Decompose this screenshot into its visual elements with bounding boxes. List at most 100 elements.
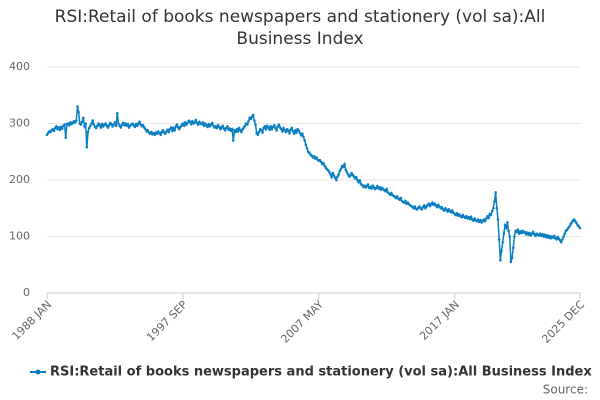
data-point [493, 200, 496, 203]
data-point [58, 128, 62, 132]
data-point [346, 173, 350, 176]
data-point [484, 217, 488, 220]
data-point [64, 136, 68, 139]
data-point [60, 127, 64, 130]
data-point [366, 183, 370, 186]
data-point [523, 230, 527, 234]
data-point [376, 184, 379, 188]
data-point [343, 162, 346, 166]
data-point [82, 116, 85, 120]
data-point [442, 209, 446, 212]
data-point [126, 122, 130, 126]
data-point [86, 130, 90, 134]
data-point [292, 132, 296, 135]
data-point [385, 187, 389, 191]
x-tick-label: 1988 JAN [9, 298, 54, 343]
data-point [435, 205, 439, 209]
x-tick-label: 2007 MAY [278, 298, 326, 346]
data-point [451, 209, 454, 212]
chart-title: RSI:Retail of books newspapers and stati… [54, 7, 546, 49]
data-point [502, 232, 506, 235]
data-point [345, 170, 349, 174]
data-point [231, 139, 235, 142]
data-point [303, 139, 307, 142]
data-point [270, 127, 274, 131]
data-point [507, 229, 510, 233]
data-point [228, 127, 232, 130]
data-point [110, 122, 113, 126]
data-point [100, 122, 104, 126]
data-point [171, 129, 174, 133]
data-point [249, 117, 253, 121]
data-point [338, 169, 342, 173]
data-point [84, 122, 87, 125]
data-point [291, 130, 295, 133]
data-point [182, 124, 186, 128]
data-point [166, 128, 169, 132]
data-point [188, 120, 192, 124]
data-point [301, 132, 304, 135]
data-point [183, 121, 187, 124]
data-point [251, 113, 255, 117]
data-point [487, 216, 490, 220]
data-point [332, 174, 336, 177]
y-tick-label: 100 [9, 230, 30, 243]
data-point [243, 124, 247, 128]
data-point [490, 209, 494, 213]
data-point [153, 133, 157, 137]
y-tick-label: 400 [9, 60, 30, 73]
data-point [133, 125, 137, 129]
data-point [264, 127, 268, 131]
data-point [55, 125, 58, 128]
data-point [575, 221, 578, 225]
data-point [83, 125, 86, 128]
legend-label: RSI:Retail of books newspapers and stati… [50, 365, 592, 380]
data-point [516, 228, 520, 232]
data-point [114, 124, 118, 128]
data-point [104, 122, 107, 125]
data-point [384, 190, 387, 193]
x-tick-label: 1997 SEP [144, 298, 190, 344]
y-tick-label: 0 [23, 286, 30, 299]
data-point [294, 128, 297, 132]
data-point [298, 131, 302, 135]
y-tick-label: 200 [9, 173, 30, 186]
data-point [342, 165, 345, 169]
data-point [510, 256, 514, 260]
data-point [413, 205, 417, 208]
data-point [149, 130, 153, 134]
data-point [304, 143, 308, 147]
data-point [169, 126, 173, 129]
data-point [190, 119, 194, 123]
data-point [337, 173, 340, 176]
x-tick-label: 2025 DEC [539, 298, 587, 346]
data-point [159, 133, 162, 137]
data-point [281, 130, 284, 133]
data-point [468, 217, 472, 221]
data-point [63, 123, 66, 126]
data-point [282, 126, 285, 130]
data-point [194, 118, 198, 122]
data-point [138, 120, 141, 124]
data-point [135, 124, 139, 128]
data-point [356, 178, 359, 182]
data-point [390, 191, 393, 195]
data-point [155, 132, 159, 135]
data-point [335, 178, 338, 182]
data-point [193, 121, 196, 124]
data-point [331, 171, 335, 175]
data-point [399, 196, 403, 200]
data-point [427, 202, 431, 206]
data-point [256, 133, 260, 137]
data-point [112, 123, 116, 126]
data-point [497, 238, 501, 241]
data-point [420, 208, 424, 211]
data-point [297, 129, 301, 133]
data-point [492, 206, 495, 210]
data-point [119, 126, 123, 129]
data-point [186, 121, 189, 125]
data-point [515, 230, 519, 234]
data-point [89, 124, 92, 128]
data-point [483, 219, 487, 223]
data-point [98, 123, 102, 127]
